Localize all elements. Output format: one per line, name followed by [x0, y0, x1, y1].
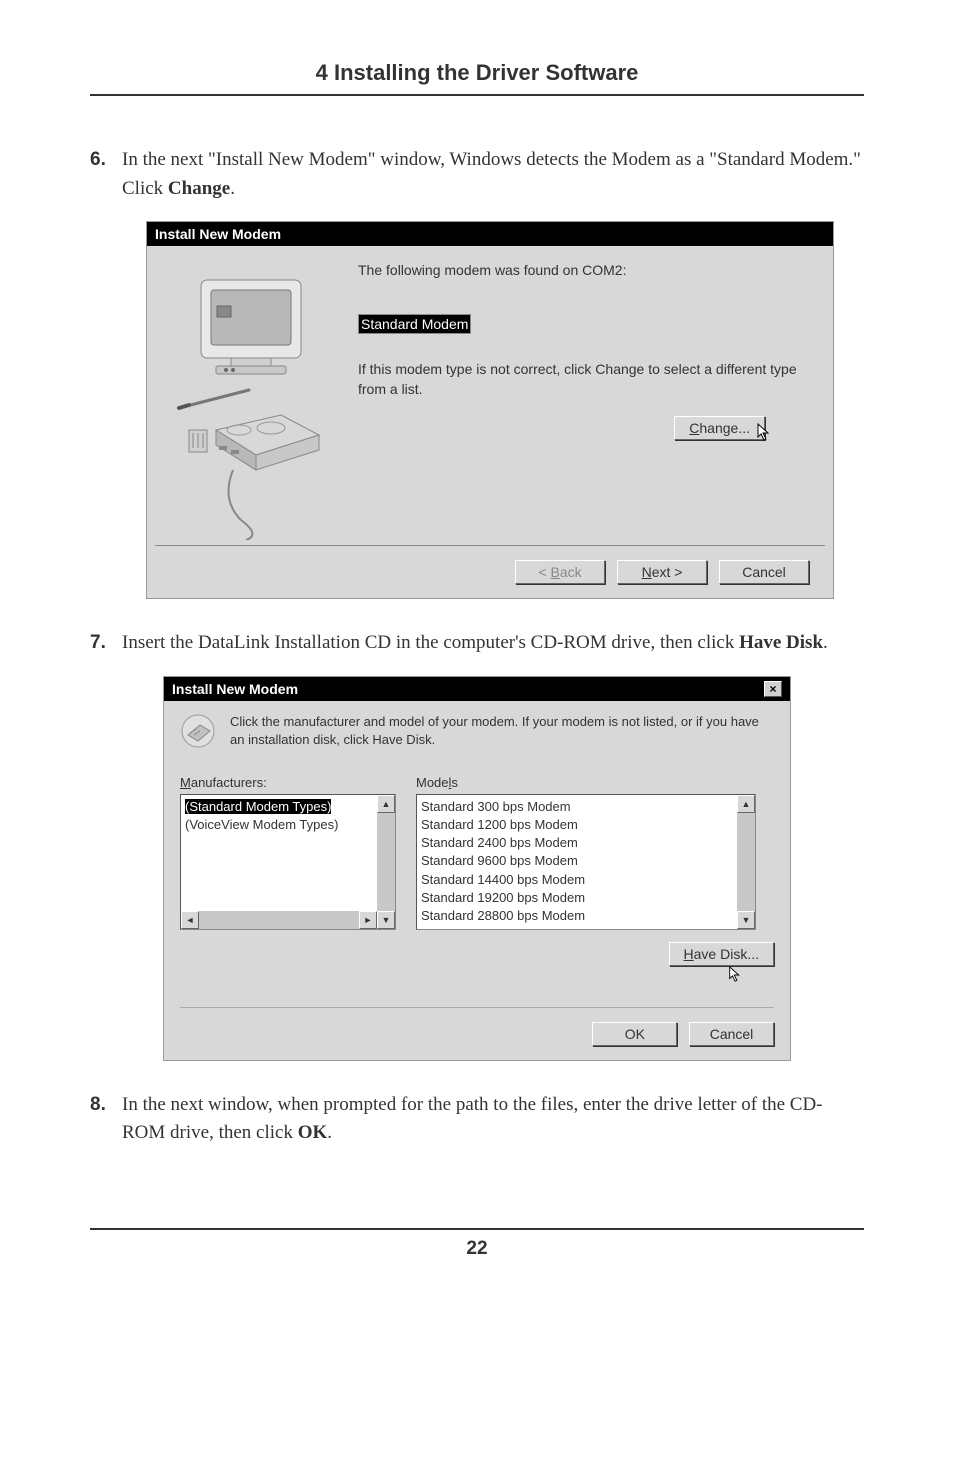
dialog2-top-row: Click the manufacturer and model of your…	[180, 713, 774, 749]
list-item[interactable]: Standard 28800 bps Modem	[421, 907, 733, 925]
chapter-header: 4 Installing the Driver Software	[90, 60, 864, 96]
change-button[interactable]: Change...	[674, 416, 765, 440]
step-6-text-post: .	[230, 178, 235, 199]
dialog1-instruction-text: If this modem type is not correct, click…	[358, 360, 809, 399]
models-listbox[interactable]: Standard 300 bps Modem Standard 1200 bps…	[416, 794, 756, 930]
dialog1-titlebar: Install New Modem	[147, 222, 833, 246]
list-item[interactable]: (Standard Modem Types)	[185, 798, 373, 816]
step-7-text-bold: Have Disk	[739, 632, 823, 653]
step-7-text-post: .	[823, 632, 828, 653]
scroll-down-icon[interactable]: ▼	[737, 911, 755, 929]
back-rest: ack	[560, 564, 582, 580]
dialog1-footer: < Back Next > Cancel	[155, 545, 825, 598]
dialog-install-modem-select: Install New Modem × Click the manufactur…	[163, 676, 791, 1061]
manufacturers-item-0: (Standard Modem Types)	[185, 799, 331, 814]
step-7-text: Insert the DataLink Installation CD in t…	[122, 629, 864, 658]
havedisk-rest: ave Disk...	[694, 946, 759, 962]
manufacturers-scrollbar-h[interactable]: ◄ ►	[181, 911, 377, 929]
ok-button[interactable]: OK	[592, 1022, 677, 1046]
modem-icon	[180, 713, 216, 749]
list-item[interactable]: Standard 1200 bps Modem	[421, 816, 733, 834]
page-footer: 22	[90, 1228, 864, 1260]
dialog2-titlebar: Install New Modem ×	[164, 677, 790, 701]
manufacturers-rest: anufacturers:	[191, 775, 267, 790]
dialog2-list-labels: Manufacturers: Models	[180, 775, 774, 790]
close-icon[interactable]: ×	[764, 681, 782, 697]
cursor-row	[180, 966, 774, 987]
list-item[interactable]: Standard 19200 bps Modem	[421, 889, 733, 907]
manufacturers-list-content: (Standard Modem Types) (VoiceView Modem …	[181, 795, 377, 929]
dialog-install-modem-detected: Install New Modem	[146, 221, 834, 599]
back-pre: <	[538, 564, 550, 580]
havedisk-underline: H	[684, 946, 694, 962]
have-disk-button[interactable]: Have Disk...	[669, 942, 774, 966]
models-pre: Mode	[416, 775, 449, 790]
next-underline: N	[642, 564, 652, 580]
dialog1-body: The following modem was found on COM2: S…	[147, 246, 833, 545]
scroll-track[interactable]	[737, 813, 755, 911]
step-7-number: 7.	[90, 629, 122, 658]
step-8-text-bold: OK	[298, 1122, 328, 1143]
models-scrollbar-v[interactable]: ▲ ▼	[737, 795, 755, 929]
step-6: 6. In the next "Install New Modem" windo…	[90, 146, 864, 203]
step-8-text: In the next window, when prompted for th…	[122, 1091, 864, 1148]
step-8-text-post: .	[327, 1122, 332, 1143]
manufacturers-scrollbar-v[interactable]: ▲ ▼	[377, 795, 395, 929]
cursor-icon	[757, 423, 773, 446]
dialog1-detected-heading: The following modem was found on COM2:	[358, 262, 809, 278]
step-8-number: 8.	[90, 1091, 122, 1148]
list-item[interactable]: (VoiceView Modem Types)	[185, 816, 373, 834]
scroll-right-icon[interactable]: ►	[359, 911, 377, 929]
back-underline: B	[550, 564, 559, 580]
cancel-button[interactable]: Cancel	[719, 560, 809, 584]
scroll-track-h[interactable]	[199, 911, 359, 929]
step-6-text-bold: Change	[168, 178, 230, 199]
step-6-text: In the next "Install New Modem" window, …	[122, 146, 864, 203]
dialog2-title-text: Install New Modem	[172, 681, 298, 697]
step-7: 7. Insert the DataLink Installation CD i…	[90, 629, 864, 658]
dialog2-footer: OK Cancel	[180, 1022, 774, 1046]
page-number: 22	[466, 1230, 487, 1260]
step-8: 8. In the next window, when prompted for…	[90, 1091, 864, 1148]
manufacturers-label: Manufacturers:	[180, 775, 416, 790]
dialog1-illustration-area	[171, 262, 346, 545]
models-list-content: Standard 300 bps Modem Standard 1200 bps…	[417, 795, 737, 929]
scroll-up-icon[interactable]: ▲	[377, 795, 395, 813]
dialog2-instruction-text: Click the manufacturer and model of your…	[230, 713, 774, 749]
back-button: < Back	[515, 560, 605, 584]
cancel-button[interactable]: Cancel	[689, 1022, 774, 1046]
list-item[interactable]: Standard 300 bps Modem	[421, 798, 733, 816]
dialog2-lists-row: (Standard Modem Types) (VoiceView Modem …	[180, 794, 774, 930]
next-rest: ext >	[652, 564, 683, 580]
change-button-underline: C	[689, 420, 699, 436]
scroll-down-icon[interactable]: ▼	[377, 911, 395, 929]
have-disk-row: Have Disk...	[180, 942, 774, 1008]
dialog1-detected-modem-value: Standard Modem	[358, 314, 471, 334]
cursor-icon	[728, 966, 744, 984]
scroll-up-icon[interactable]: ▲	[737, 795, 755, 813]
change-button-rest: hange...	[699, 420, 750, 436]
list-item[interactable]: Standard 14400 bps Modem	[421, 871, 733, 889]
list-item[interactable]: Standard 9600 bps Modem	[421, 852, 733, 870]
models-label: Models	[416, 775, 458, 790]
step-6-number: 6.	[90, 146, 122, 203]
scroll-track[interactable]	[377, 813, 395, 911]
manufacturers-listbox[interactable]: (Standard Modem Types) (VoiceView Modem …	[180, 794, 396, 930]
step-8-text-pre: In the next window, when prompted for th…	[122, 1094, 823, 1144]
dialog1-content: The following modem was found on COM2: S…	[346, 262, 809, 545]
list-item[interactable]: Standard 2400 bps Modem	[421, 834, 733, 852]
next-button[interactable]: Next >	[617, 560, 707, 584]
computer-modem-illustration	[171, 270, 336, 540]
manufacturers-underline: M	[180, 775, 191, 790]
scroll-left-icon[interactable]: ◄	[181, 911, 199, 929]
step-7-text-pre: Insert the DataLink Installation CD in t…	[122, 632, 739, 653]
dialog1-change-row: Change...	[358, 413, 809, 440]
dialog2-body: Click the manufacturer and model of your…	[164, 701, 790, 1060]
models-post: s	[451, 775, 458, 790]
